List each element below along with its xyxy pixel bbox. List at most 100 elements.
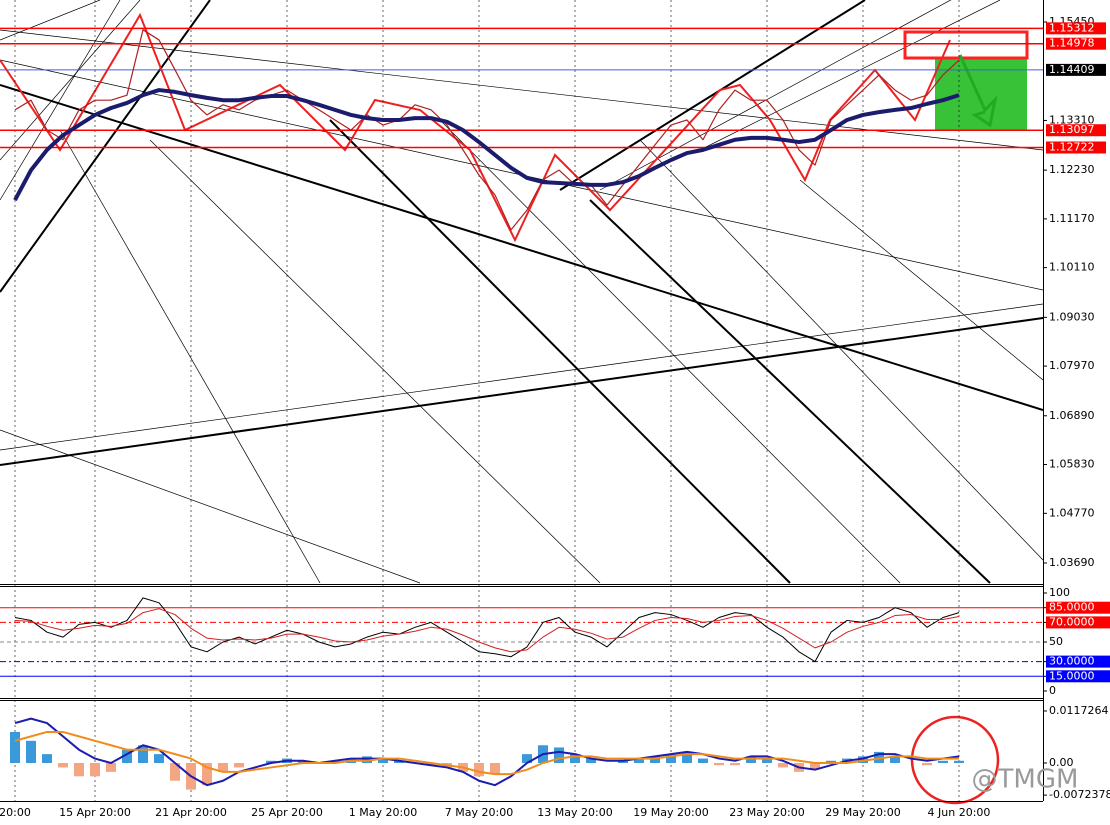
- y-tick-label: 1.13310: [1049, 113, 1095, 126]
- level-label: 1.12722: [1049, 140, 1095, 153]
- level-label-box: [1046, 37, 1106, 50]
- level-label: 1.14978: [1049, 37, 1095, 50]
- series-line: [14, 29, 960, 231]
- panel-2: [10, 717, 964, 790]
- x-tick-label: 20:00: [0, 806, 31, 819]
- histogram-bar: [474, 763, 484, 777]
- series-line: [13, 88, 960, 201]
- y-tick-label: 1.03690: [1049, 556, 1095, 569]
- x-tick-label: 4 Jun 20:00: [928, 806, 991, 819]
- tick-label-box: [1046, 616, 1110, 629]
- histogram-bar: [394, 760, 404, 764]
- histogram-bar: [874, 751, 884, 764]
- histogram-bar: [170, 763, 180, 781]
- histogram-bar: [890, 756, 900, 764]
- y-tick-label: 15.0000: [1049, 669, 1095, 682]
- histogram-bar: [106, 763, 116, 772]
- histogram-bar: [154, 754, 164, 764]
- histogram-bar: [714, 763, 724, 766]
- histogram-bar: [26, 740, 36, 764]
- y-tick-label: 100: [1049, 586, 1070, 599]
- histogram-bar: [90, 763, 100, 777]
- y-tick-label: 1.05830: [1049, 458, 1095, 471]
- y-tick-label: 85.0000: [1049, 601, 1095, 614]
- histogram-bar: [810, 763, 820, 770]
- histogram-bar: [682, 751, 692, 764]
- histogram-bar: [730, 763, 740, 766]
- level-label-box: [1046, 22, 1106, 35]
- series-line: [14, 717, 960, 787]
- y-tick-label: 1.10110: [1049, 261, 1095, 274]
- histogram-bar: [634, 758, 644, 764]
- y-tick-label: 1.11170: [1049, 212, 1095, 225]
- panel-0: [0, 27, 1043, 231]
- y-tick-label: 0.00: [1049, 756, 1074, 769]
- x-tick-label: 15 Apr 20:00: [59, 806, 131, 819]
- highlight-circle: [910, 715, 1000, 805]
- histogram-bar: [330, 760, 340, 764]
- series-line: [14, 730, 959, 776]
- level-label: 1.14409: [1049, 63, 1095, 76]
- histogram-bar: [746, 756, 756, 764]
- histogram-bar: [954, 760, 964, 764]
- y-tick-label: 1.06890: [1049, 409, 1095, 422]
- x-tick-label: 23 May 20:00: [729, 806, 804, 819]
- y-tick-label: 1.12230: [1049, 163, 1095, 176]
- y-tick-label: 1.09030: [1049, 310, 1095, 323]
- tick-label-box: [1046, 655, 1110, 668]
- x-tick-label: 21 Apr 20:00: [155, 806, 227, 819]
- histogram-bar: [266, 760, 276, 764]
- histogram-bar: [122, 749, 132, 764]
- y-tick-label: 50: [1049, 635, 1063, 648]
- histogram-bar: [618, 760, 628, 764]
- panel-1: [0, 597, 1043, 677]
- level-label-box: [1046, 141, 1106, 154]
- resistance-box: [903, 30, 1029, 60]
- y-tick-label: 0.0117264: [1049, 704, 1109, 717]
- histogram-bar: [650, 756, 660, 764]
- histogram-bar: [586, 758, 596, 764]
- level-label-box: [1046, 63, 1106, 76]
- histogram-bar: [298, 760, 308, 764]
- x-tick-label: 29 May 20:00: [825, 806, 900, 819]
- histogram-bar: [666, 754, 676, 764]
- histogram-bar: [698, 758, 708, 764]
- histogram-bar: [858, 756, 868, 764]
- histogram-bar: [234, 763, 244, 768]
- histogram-bar: [938, 760, 948, 764]
- histogram-bar: [362, 756, 372, 764]
- histogram-bar: [378, 758, 388, 764]
- histogram-bar: [42, 754, 52, 764]
- down-arrow: [958, 54, 998, 128]
- x-tick-label: 7 May 20:00: [445, 806, 513, 819]
- panel-borders: [0, 0, 1044, 802]
- histogram-bar: [922, 763, 932, 766]
- histogram-bar: [74, 763, 84, 777]
- histogram-bar: [10, 731, 20, 764]
- watermark: @TMGM: [972, 765, 1079, 795]
- histogram-bar: [490, 763, 500, 775]
- level-label: 1.13097: [1049, 123, 1095, 136]
- histogram-bar: [826, 760, 836, 764]
- histogram-bar: [58, 763, 68, 768]
- histogram-bar: [778, 763, 788, 768]
- y-tick-label: 0: [1049, 684, 1056, 697]
- y-tick-label: 70.0000: [1049, 615, 1095, 628]
- x-tick-label: 25 Apr 20:00: [251, 806, 323, 819]
- level-label-box: [1046, 124, 1106, 137]
- histogram-bar: [554, 747, 564, 764]
- series-line: [14, 608, 960, 653]
- y-tick-label: 1.07970: [1049, 359, 1095, 372]
- histogram-bar: [762, 758, 772, 764]
- histogram-bar: [570, 754, 580, 764]
- y-tick-label: 30.0000: [1049, 655, 1095, 668]
- histogram-bar: [218, 763, 228, 772]
- x-tick-label: 19 May 20:00: [633, 806, 708, 819]
- level-label: 1.15312: [1049, 21, 1095, 34]
- histogram-bar: [138, 745, 148, 764]
- x-tick-label: 13 May 20:00: [537, 806, 612, 819]
- series-line: [14, 597, 960, 663]
